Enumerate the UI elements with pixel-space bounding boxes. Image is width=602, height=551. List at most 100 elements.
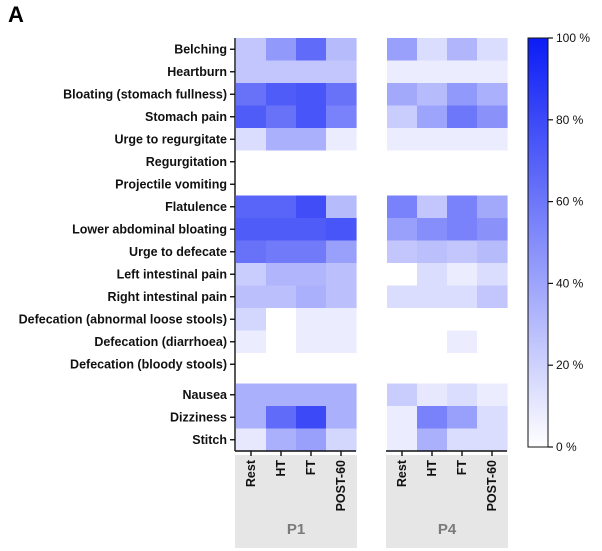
heatmap-cell (477, 128, 508, 152)
group-band-p1 (235, 455, 357, 548)
heatmap-cell (296, 308, 327, 332)
heatmap-cell (326, 330, 357, 354)
heatmap-cell (326, 308, 357, 332)
heatmap-cell (266, 240, 297, 264)
heatmap-cell (236, 105, 267, 129)
heatmap-cell (417, 218, 448, 242)
heatmap-cell (236, 195, 267, 219)
heatmap-cell (326, 383, 357, 407)
heatmap-cell (387, 330, 418, 354)
heatmap-cell (296, 428, 327, 452)
heatmap-cell (326, 406, 357, 430)
column-label: Rest (244, 459, 258, 487)
heatmap-cell (477, 173, 508, 197)
heatmap-cell (296, 105, 327, 129)
heatmap-cell (266, 105, 297, 129)
heatmap-cell (236, 240, 267, 264)
heatmap-cell (296, 218, 327, 242)
heatmap-cell (296, 150, 327, 174)
heatmap-cell (417, 330, 448, 354)
heatmap-cell (387, 60, 418, 84)
heatmap-cell (326, 353, 357, 377)
heatmap-cell (266, 406, 297, 430)
row-label: Lower abdominal bloating (72, 222, 227, 236)
heatmap-cell (326, 105, 357, 129)
heatmap-cell (477, 38, 508, 62)
heatmap-cell (266, 308, 297, 332)
heatmap-cell (447, 38, 478, 62)
column-label: FT (304, 460, 318, 476)
heatmap-cell (477, 60, 508, 84)
heatmap-cell (447, 406, 478, 430)
colorbar-tick-label: 80 % (556, 113, 584, 127)
heatmap-cell (387, 406, 418, 430)
group-band-p4 (386, 455, 508, 548)
heatmap-cell (417, 240, 448, 264)
heatmap-cell (447, 308, 478, 332)
heatmap-cell (417, 173, 448, 197)
row-label: Dizziness (170, 410, 227, 424)
heatmap-cell (477, 105, 508, 129)
column-label: Rest (395, 459, 409, 487)
row-label: Left intestinal pain (117, 267, 227, 281)
heatmap-cell (387, 128, 418, 152)
heatmap-cell (447, 60, 478, 84)
heatmap-cell (387, 263, 418, 287)
heatmap-cell (236, 150, 267, 174)
row-label: Flatulence (165, 200, 227, 214)
heatmap-cell (447, 128, 478, 152)
heatmap-cell (296, 330, 327, 354)
column-label: FT (455, 460, 469, 476)
heatmap-cell (326, 428, 357, 452)
heatmap-cell (417, 150, 448, 174)
heatmap-cell (236, 383, 267, 407)
heatmap-cell (326, 263, 357, 287)
heatmap-cell (326, 240, 357, 264)
heatmap-cell (477, 195, 508, 219)
heatmap-cell (387, 38, 418, 62)
heatmap-cell (236, 38, 267, 62)
heatmap-cell (236, 406, 267, 430)
heatmap-cell (236, 128, 267, 152)
heatmap-cell (447, 383, 478, 407)
heatmap-cell (266, 195, 297, 219)
heatmap-cell (236, 60, 267, 84)
heatmap-cell (447, 263, 478, 287)
row-label: Stitch (192, 433, 227, 447)
heatmap-cell (387, 308, 418, 332)
colorbar-tick-label: 60 % (556, 195, 584, 209)
heatmap-cell (236, 308, 267, 332)
heatmap-cell (447, 173, 478, 197)
heatmap-cell (447, 195, 478, 219)
heatmap-cell (417, 353, 448, 377)
row-label: Defecation (bloody stools) (70, 357, 227, 371)
heatmap-cell (417, 60, 448, 84)
heatmap-cell (477, 330, 508, 354)
heatmap-cell (477, 406, 508, 430)
heatmap-cell (236, 353, 267, 377)
heatmap-cell (417, 406, 448, 430)
heatmap-cell (296, 195, 327, 219)
heatmap-cell (387, 285, 418, 309)
colorbar-tick-label: 0 % (556, 440, 577, 454)
heatmap-cell (447, 428, 478, 452)
heatmap-cell (477, 240, 508, 264)
heatmap-cell (417, 195, 448, 219)
heatmap-cell (326, 83, 357, 107)
row-label: Nausea (183, 388, 229, 402)
heatmap-cell (387, 173, 418, 197)
heatmap-cell (326, 60, 357, 84)
heatmap-cell (296, 173, 327, 197)
panel-label: A (8, 2, 24, 27)
heatmap-cell (326, 150, 357, 174)
heatmap-cell (266, 353, 297, 377)
heatmap-cell (326, 218, 357, 242)
heatmap-cell (447, 285, 478, 309)
row-label: Belching (174, 42, 227, 56)
column-label: POST-60 (334, 460, 348, 511)
heatmap-cell (477, 285, 508, 309)
heatmap-cell (296, 83, 327, 107)
heatmap-cell (477, 428, 508, 452)
heatmap-cell (296, 128, 327, 152)
